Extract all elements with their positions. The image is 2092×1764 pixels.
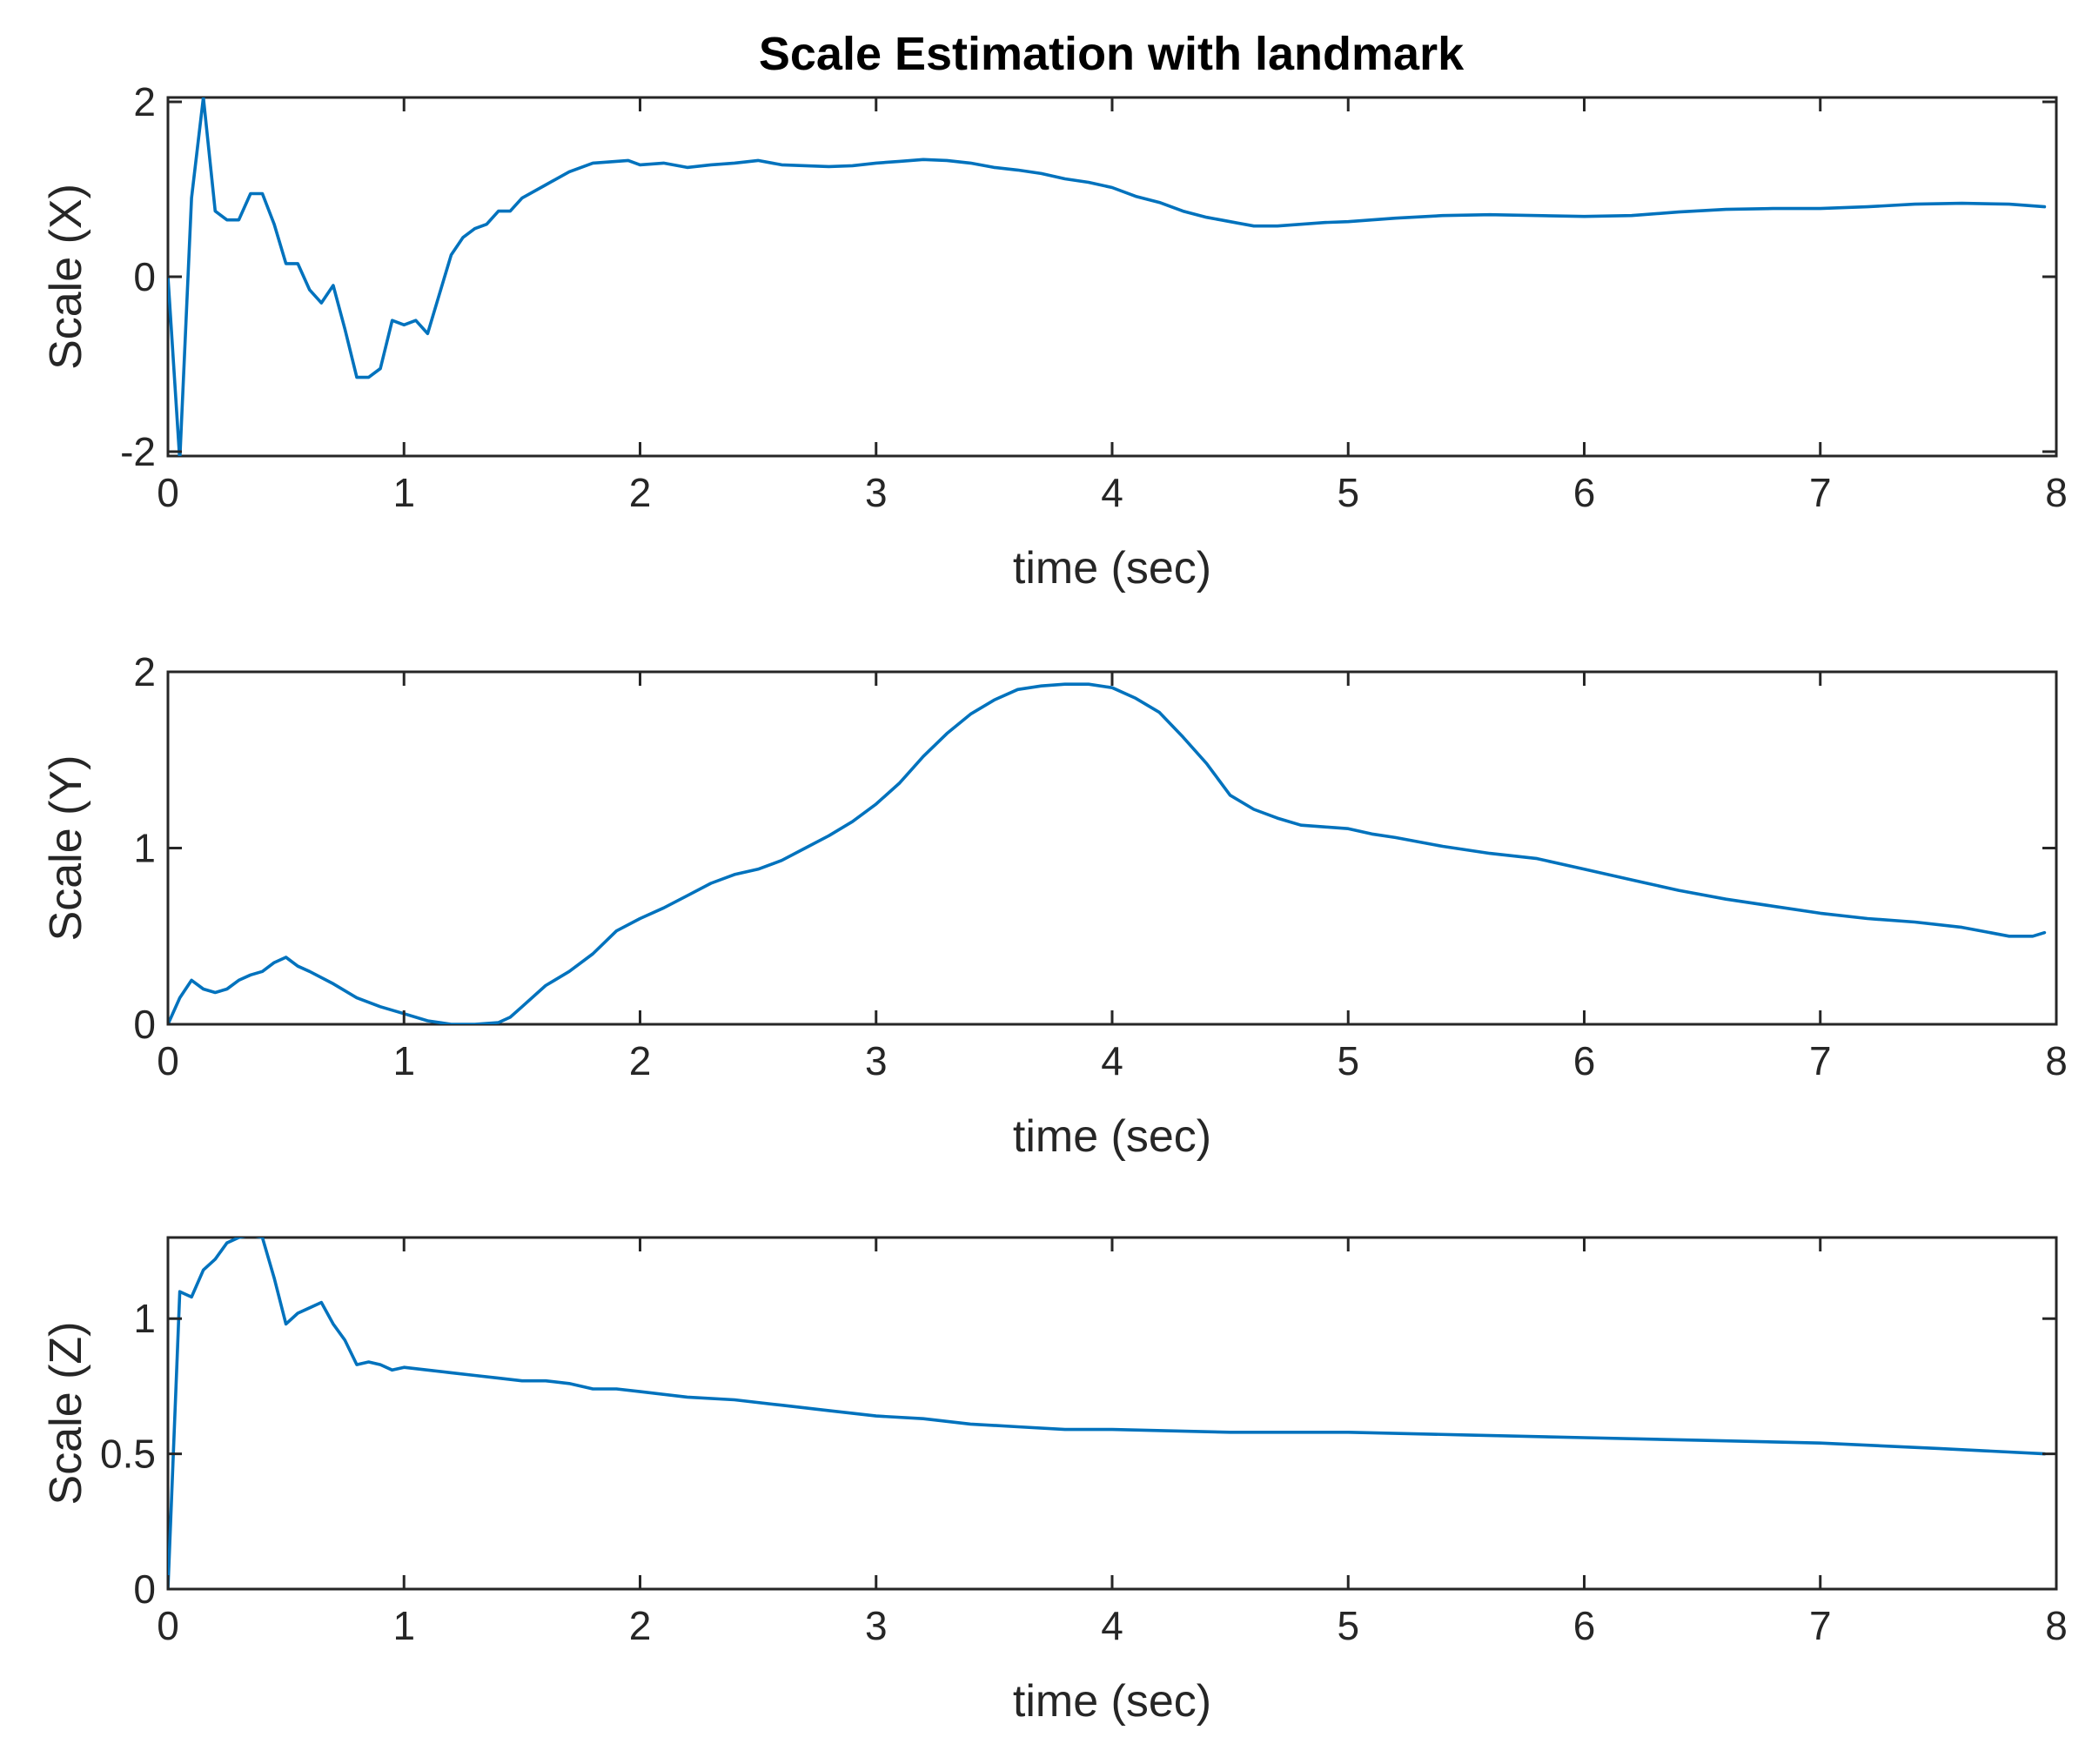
x-tick-label: 1 xyxy=(392,1038,415,1083)
y-tick-label: 1 xyxy=(133,1296,156,1341)
subplot-scale-z: 0 1 2 3 4 5 6 7 8 0 0.5 1 time (sec) Scale (Z) xyxy=(41,1236,2068,1727)
x-tick-label: 6 xyxy=(1573,1603,1596,1648)
x-axis-label: time (sec) xyxy=(1013,1111,1211,1162)
x-axis-label: time (sec) xyxy=(1013,1676,1211,1727)
x-tick-label: 7 xyxy=(1809,1603,1832,1648)
y-tick-label: 2 xyxy=(133,79,156,124)
x-tick-label: 3 xyxy=(865,1603,888,1648)
x-tick-label: 8 xyxy=(2045,1603,2068,1648)
y-axis-label: Scale (X) xyxy=(41,184,91,370)
x-tick-label: 7 xyxy=(1809,470,1832,515)
y-tick-label: 0 xyxy=(133,1566,156,1612)
series-line-scale-x xyxy=(168,97,2047,456)
x-tick-label: 3 xyxy=(865,1038,888,1083)
x-tick-label: 5 xyxy=(1337,1603,1359,1648)
x-tick-label: 6 xyxy=(1573,470,1596,515)
y-tick-label: 0.5 xyxy=(100,1432,156,1477)
y-axis-label: Scale (Y) xyxy=(41,755,91,942)
series-line-scale-z xyxy=(168,1237,2047,1589)
figure-title: Scale Estimation with landmark xyxy=(759,28,1465,80)
x-tick-label: 4 xyxy=(1101,470,1123,515)
x-tick-label: 1 xyxy=(392,470,415,515)
x-tick-label: 2 xyxy=(629,470,652,515)
y-axis-label: Scale (Z) xyxy=(41,1322,91,1506)
x-tick-label: 8 xyxy=(2045,1038,2068,1083)
series-line-scale-y xyxy=(168,682,2047,1024)
x-tick-label: 6 xyxy=(1573,1038,1596,1083)
axes-box xyxy=(166,1236,2058,1591)
x-tick-label: 2 xyxy=(629,1603,652,1648)
x-tick-label: 4 xyxy=(1101,1603,1123,1648)
axes-box xyxy=(166,96,2058,458)
y-tick-label: -2 xyxy=(120,429,156,474)
x-tick-label: 7 xyxy=(1809,1038,1832,1083)
subplot-scale-y: 0 1 2 3 4 5 6 7 8 0 1 2 time (sec) Scale (Y) xyxy=(41,649,2068,1162)
y-tick-label: 1 xyxy=(133,826,156,871)
x-tick-label: 5 xyxy=(1337,1038,1359,1083)
x-tick-label: 0 xyxy=(157,1603,179,1648)
x-tick-label: 3 xyxy=(865,470,888,515)
x-tick-label: 1 xyxy=(392,1603,415,1648)
x-tick-label: 2 xyxy=(629,1038,652,1083)
x-tick-label: 4 xyxy=(1101,1038,1123,1083)
y-tick-label: 2 xyxy=(133,649,156,694)
y-tick-label: 0 xyxy=(133,254,156,299)
axes-box xyxy=(166,670,2058,1026)
y-tick-label: 0 xyxy=(133,1002,156,1047)
x-axis-label: time (sec) xyxy=(1013,543,1211,594)
x-tick-label: 8 xyxy=(2045,470,2068,515)
x-tick-label: 5 xyxy=(1337,470,1359,515)
x-tick-label: 0 xyxy=(157,470,179,515)
x-tick-label: 0 xyxy=(157,1038,179,1083)
